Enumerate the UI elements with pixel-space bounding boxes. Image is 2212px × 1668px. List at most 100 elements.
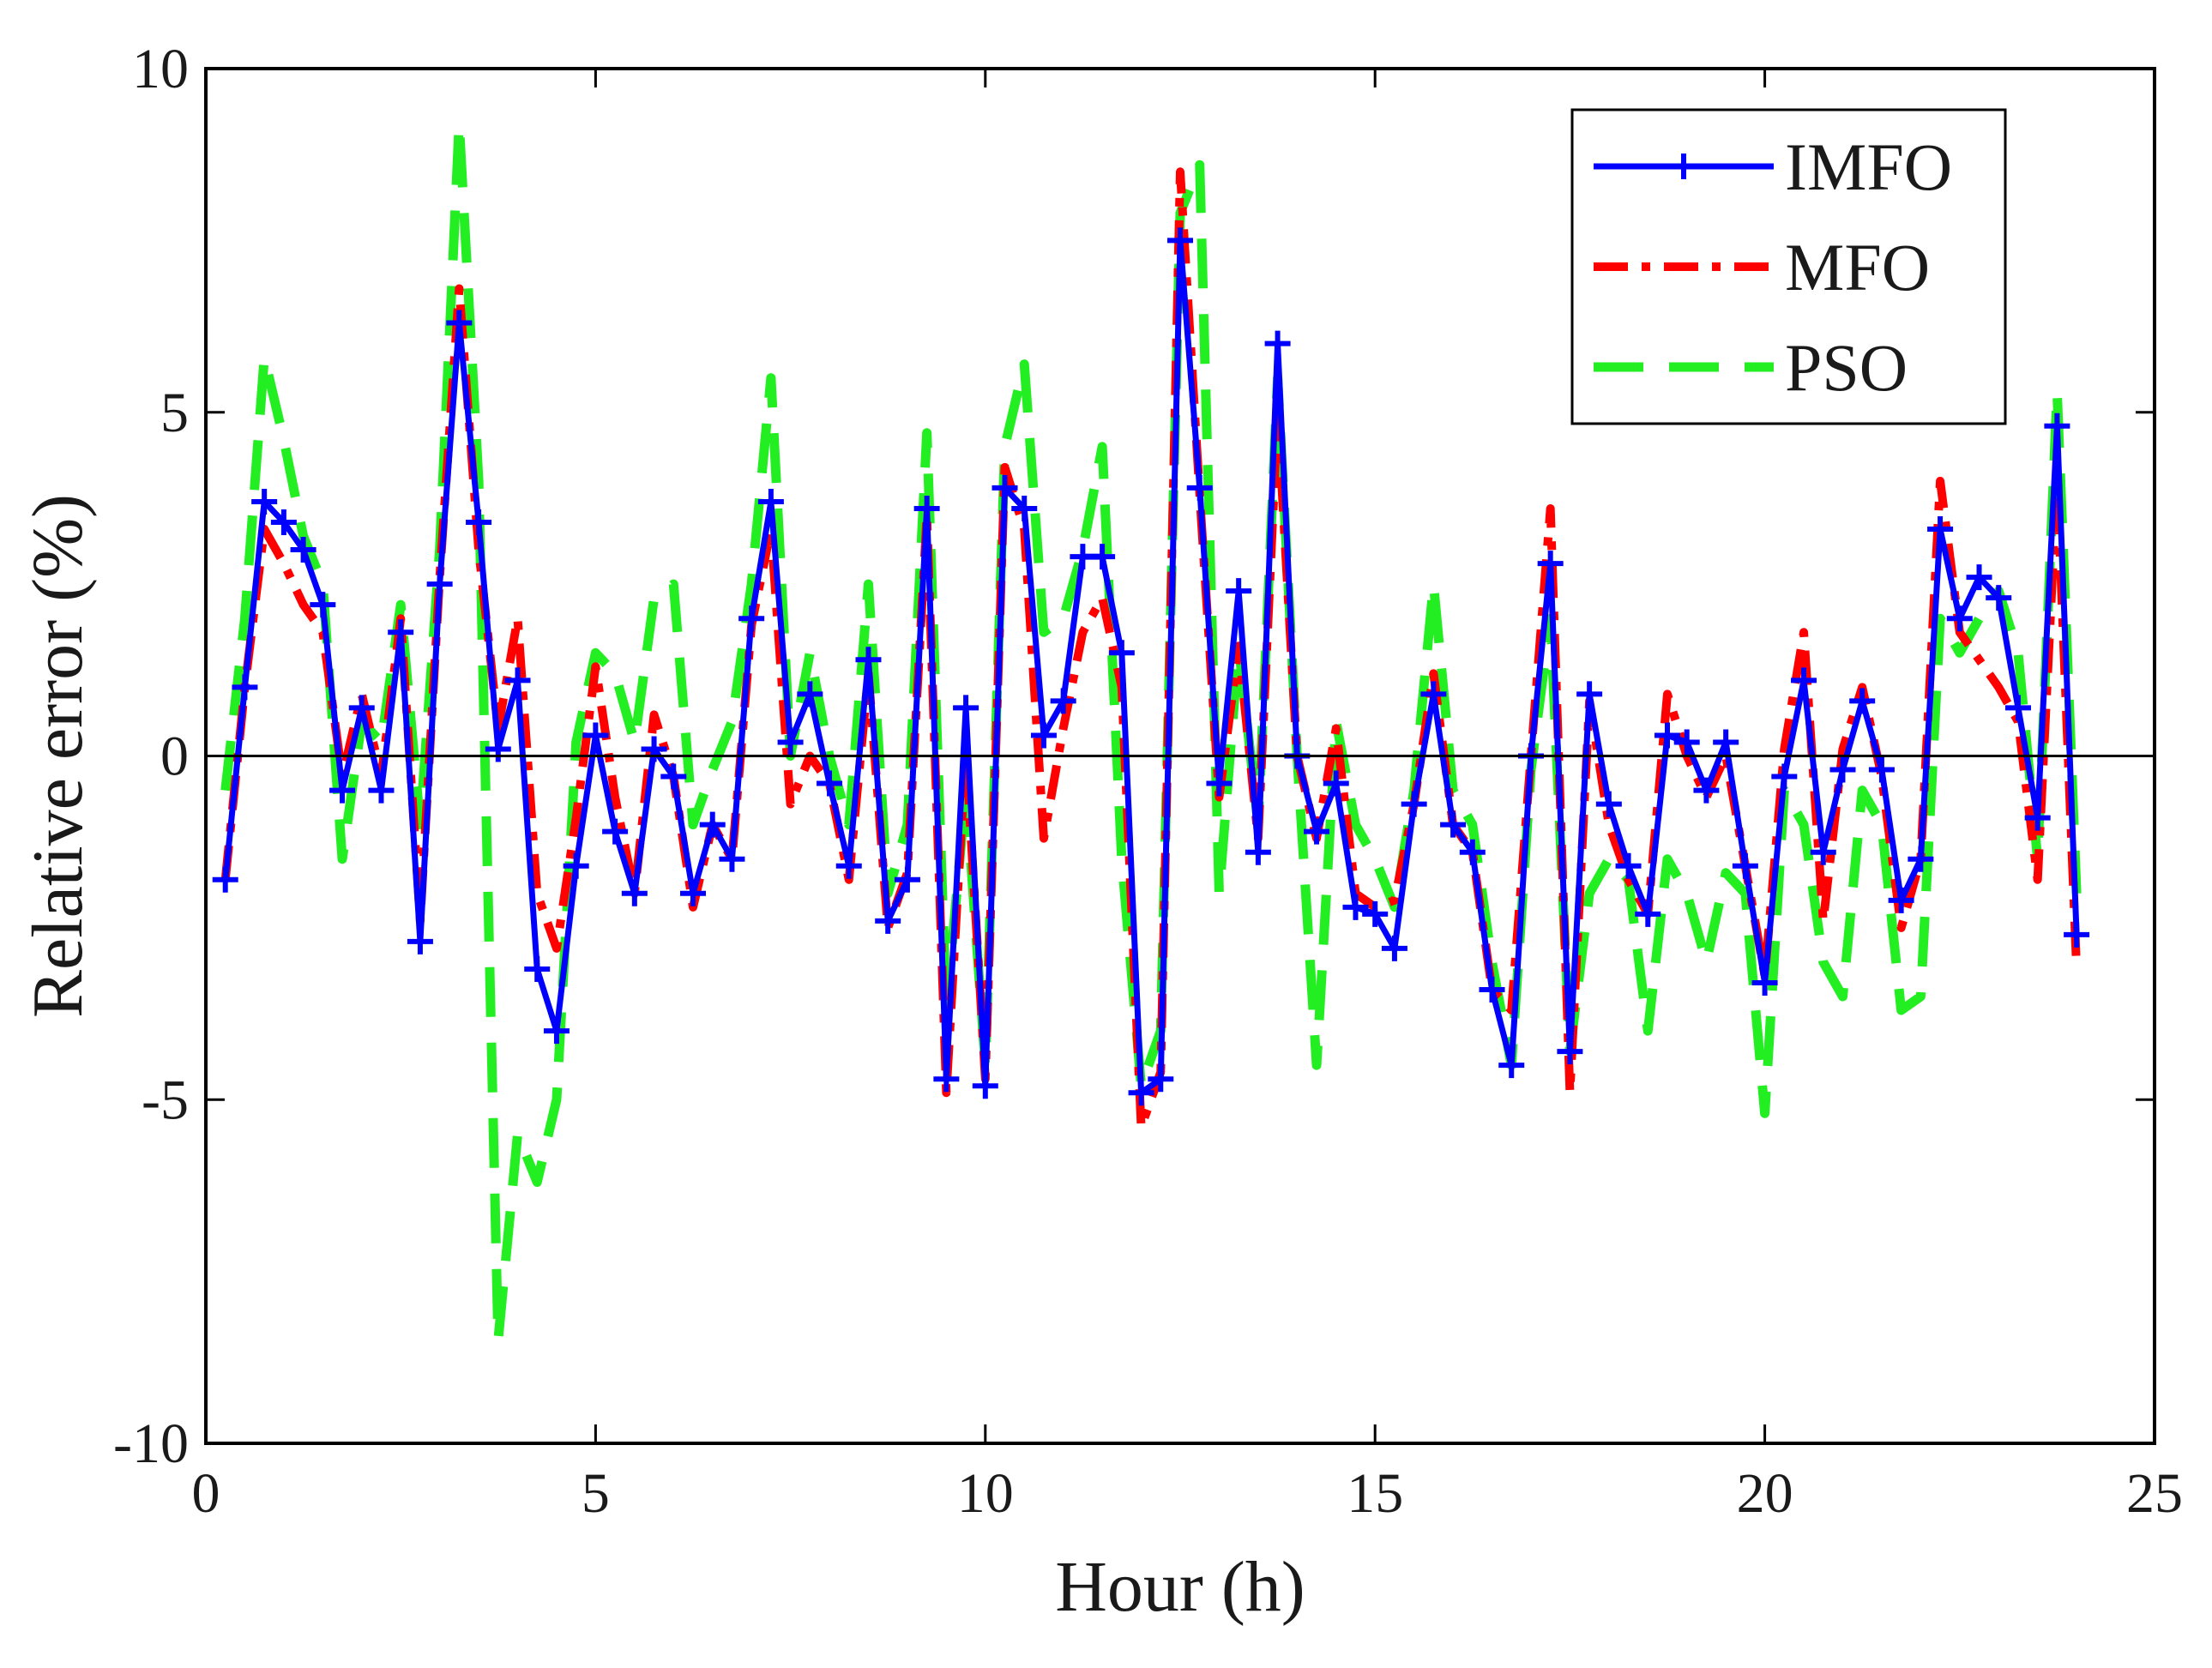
data-point: [1206, 770, 1233, 797]
data-point: [1420, 681, 1447, 708]
data-point: [1635, 900, 1661, 927]
data-point: [1829, 756, 1856, 783]
data-point: [2064, 921, 2090, 948]
data-point: [368, 777, 395, 804]
legend: IMFO MFO PSO: [1570, 108, 2007, 425]
data-point: [348, 695, 375, 721]
data-point: [972, 1073, 998, 1099]
legend-label-mfo: MFO: [1785, 230, 1930, 304]
series-pso: [220, 118, 2082, 1346]
data-point: [1595, 791, 1622, 817]
data-point: [817, 770, 843, 797]
data-point: [1148, 1066, 1174, 1093]
data-point: [738, 605, 765, 632]
data-point: [1576, 681, 1603, 708]
data-point: [680, 880, 706, 906]
data-point: [1986, 585, 2012, 611]
data-point: [1030, 722, 1057, 749]
x-axis-title: Hour (h): [1055, 1547, 1305, 1627]
legend-label-imfo: IMFO: [1785, 129, 1952, 204]
data-point: [270, 509, 297, 535]
data-point: [875, 907, 901, 934]
series-imfo: [212, 227, 2090, 1106]
ticks-layer: 0 5 10 15 20 25 -10 -5 0 5 10: [113, 38, 2183, 1525]
data-point: [1226, 578, 1252, 605]
data-point: [1323, 770, 1349, 797]
data-point: [797, 681, 823, 708]
y-tick-label: 0: [160, 726, 189, 788]
data-point: [426, 571, 453, 598]
data-point: [543, 1018, 570, 1045]
data-point: [1966, 564, 1992, 591]
data-point: [2004, 695, 2031, 721]
data-point: [1810, 839, 1836, 865]
data-point: [1245, 839, 1271, 865]
x-tick-label: 10: [957, 1462, 1014, 1525]
data-point: [1108, 640, 1135, 666]
data-point: [1693, 777, 1720, 804]
data-point: [1128, 1080, 1154, 1106]
data-point: [1927, 516, 1954, 543]
data-point: [1167, 227, 1193, 254]
data-point: [251, 488, 278, 515]
y-tick-label: -10: [113, 1412, 189, 1475]
x-tick-label: 0: [192, 1462, 220, 1525]
data-point: [466, 509, 492, 535]
data-point: [1050, 688, 1076, 714]
data-point: [310, 592, 336, 618]
data-point: [777, 729, 804, 756]
data-point: [1362, 900, 1389, 927]
data-point: [1771, 763, 1798, 790]
y-axis-title: Relative error (%): [18, 494, 98, 1018]
data-point: [1304, 818, 1330, 845]
data-point: [329, 777, 356, 804]
data-point: [913, 495, 940, 521]
data-point: [1186, 474, 1213, 501]
data-point: [641, 736, 667, 762]
x-tick-label: 5: [582, 1462, 610, 1525]
data-point: [1673, 729, 1700, 756]
data-point: [1751, 969, 1778, 996]
y-tick-label: -5: [142, 1069, 189, 1131]
series-layer: [212, 118, 2090, 1346]
data-point: [1089, 544, 1116, 570]
data-point: [1888, 887, 1914, 913]
data-point: [388, 619, 414, 646]
data-point: [991, 474, 1018, 501]
data-point: [602, 818, 629, 845]
data-point: [855, 647, 882, 673]
data-point: [1732, 852, 1758, 879]
data-point: [290, 537, 316, 563]
data-point: [2024, 804, 2051, 831]
data-point: [621, 880, 648, 906]
data-point: [582, 722, 609, 749]
series-line-pso: [220, 118, 2082, 1346]
data-point: [1615, 852, 1642, 879]
data-point: [1868, 756, 1895, 783]
data-point: [660, 763, 687, 790]
legend-marker: [1671, 154, 1697, 179]
legend-label-pso: PSO: [1785, 330, 1908, 405]
data-point: [212, 866, 238, 893]
data-point: [2044, 412, 2070, 439]
data-point: [835, 852, 862, 879]
data-point: [407, 928, 433, 954]
series-line-imfo: [222, 237, 2080, 1096]
x-tick-label: 25: [2126, 1462, 2183, 1525]
data-point: [232, 674, 258, 701]
data-point: [504, 667, 531, 694]
data-point: [1654, 722, 1680, 749]
data-point: [563, 852, 589, 879]
data-point: [757, 488, 784, 515]
data-point: [699, 811, 726, 838]
data-point: [1342, 894, 1369, 920]
data-point: [1011, 495, 1038, 521]
data-point: [1557, 1039, 1583, 1065]
data-point: [719, 846, 745, 872]
data-point: [1264, 330, 1291, 357]
data-point: [933, 1066, 960, 1093]
data-point: [953, 695, 979, 721]
y-tick-label: 5: [160, 382, 189, 444]
data-point: [1791, 667, 1817, 694]
x-tick-label: 15: [1347, 1462, 1403, 1525]
